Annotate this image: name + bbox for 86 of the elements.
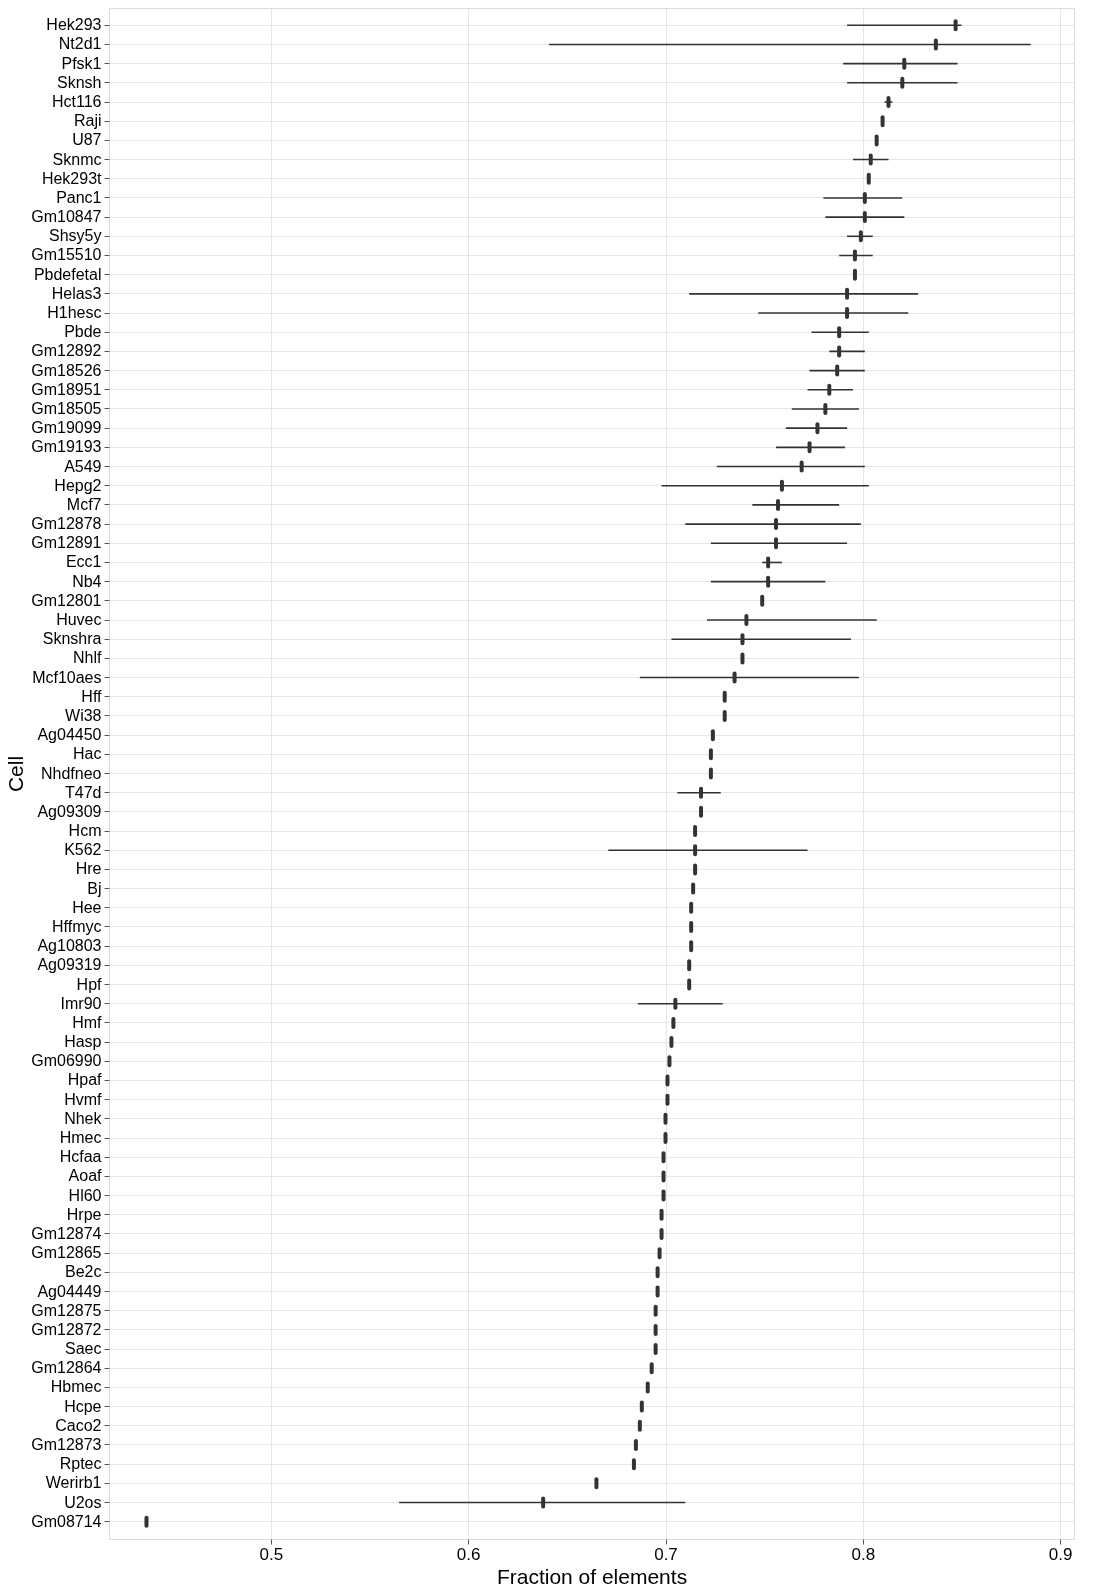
- x-axis-title: Fraction of elements: [496, 1564, 688, 1588]
- y-tick-label: Hcfaa: [59, 1148, 102, 1166]
- y-tick-label: Huvec: [56, 611, 102, 629]
- y-tick-label: Hasp: [64, 1033, 102, 1051]
- y-tick-label: Gm12865: [31, 1244, 102, 1262]
- y-tick-label: Hl60: [68, 1186, 102, 1204]
- y-tick-label: Gm18526: [31, 361, 102, 379]
- y-tick-label: Saec: [65, 1340, 102, 1358]
- y-tick-label: Gm12864: [31, 1359, 102, 1377]
- y-tick-label: Raji: [73, 112, 102, 130]
- y-tick-label: Nb4: [72, 572, 102, 590]
- y-tick-label: Bj: [87, 879, 102, 897]
- y-tick-label: Gm10847: [31, 208, 102, 226]
- y-tick-label: Gm19099: [31, 419, 102, 437]
- y-tick-label: Gm12891: [31, 534, 102, 552]
- y-tick-label: Ag10803: [37, 937, 102, 955]
- y-tick-label: Hvmf: [64, 1090, 103, 1108]
- y-tick-label: K562: [64, 841, 102, 859]
- y-tick-label: U2os: [64, 1493, 102, 1511]
- x-tick-label: 0.7: [654, 1544, 678, 1564]
- y-tick-label: Sknmc: [52, 150, 102, 168]
- y-tick-label: Sknsh: [57, 73, 102, 91]
- y-tick-label: Pbdefetal: [33, 265, 102, 283]
- y-tick-label: Gm18951: [31, 380, 102, 398]
- y-tick-label: Hrpe: [66, 1205, 102, 1223]
- x-tick-label: 0.5: [259, 1544, 284, 1564]
- y-axis-title: Cell: [4, 755, 28, 793]
- y-tick-label: Hek293t: [41, 169, 103, 187]
- y-tick-label: Nhlf: [73, 649, 103, 667]
- y-tick-label: H1hesc: [47, 304, 102, 322]
- y-tick-label: Ag09319: [37, 956, 102, 974]
- y-tick-label: Gm19193: [31, 438, 102, 456]
- y-tick-label: Hac: [73, 745, 102, 763]
- y-tick-label: Be2c: [65, 1263, 102, 1281]
- y-tick-label: Mcf10aes: [32, 668, 102, 686]
- y-tick-label: Caco2: [55, 1416, 102, 1434]
- y-tick-label: Rptec: [59, 1455, 102, 1473]
- y-tick-label: Hpaf: [67, 1071, 103, 1089]
- y-tick-label: Pfsk1: [61, 54, 102, 72]
- y-tick-label: Hffmyc: [52, 917, 102, 935]
- y-tick-label: Nt2d1: [58, 35, 102, 53]
- y-tick-label: T47d: [65, 783, 102, 801]
- x-tick-label: 0.6: [456, 1544, 481, 1564]
- y-tick-label: Gm08714: [31, 1512, 102, 1530]
- y-tick-label: Gm12872: [31, 1320, 102, 1338]
- y-tick-label: Hpf: [76, 975, 103, 993]
- y-tick-label: Hct116: [51, 93, 102, 111]
- y-tick-label: Gm15510: [31, 246, 102, 264]
- y-tick-label: Panc1: [56, 188, 102, 206]
- y-tick-label: Gm12874: [31, 1224, 102, 1242]
- y-tick-label: Hre: [75, 860, 102, 878]
- y-tick-label: Werirb1: [45, 1474, 102, 1492]
- x-tick-label: 0.9: [1048, 1544, 1073, 1564]
- x-tick-label: 0.8: [851, 1544, 876, 1564]
- y-tick-label: Nhdfneo: [41, 764, 102, 782]
- y-tick-label: Gm12875: [31, 1301, 102, 1319]
- y-tick-label: Aoaf: [68, 1167, 103, 1185]
- y-tick-label: Gm12801: [31, 591, 102, 609]
- y-tick-label: Shsy5y: [49, 227, 102, 245]
- y-tick-label: A549: [64, 457, 102, 475]
- y-tick-label: Sknshra: [42, 630, 102, 648]
- y-tick-label: Ag04450: [37, 726, 102, 744]
- y-tick-label: Ecc1: [65, 553, 102, 571]
- y-tick-label: Imr90: [60, 994, 102, 1012]
- y-tick-label: Ag09309: [37, 802, 102, 820]
- y-tick-label: Wi38: [65, 706, 102, 724]
- y-tick-label: Ag04449: [37, 1282, 102, 1300]
- y-tick-label: Nhek: [64, 1109, 103, 1127]
- y-tick-label: U87: [72, 131, 102, 149]
- y-tick-label: Gm12878: [31, 515, 102, 533]
- y-tick-label: Mcf7: [66, 495, 102, 513]
- y-tick-label: Gm12873: [31, 1435, 102, 1453]
- y-tick-label: Gm12892: [31, 342, 102, 360]
- y-tick-label: Hbmec: [50, 1378, 102, 1396]
- y-tick-label: Hepg2: [54, 476, 102, 494]
- y-tick-label: Hcm: [68, 822, 102, 840]
- y-tick-label: Hff: [81, 687, 103, 705]
- y-tick-label: Helas3: [51, 284, 102, 302]
- y-tick-label: Gm06990: [31, 1052, 102, 1070]
- y-tick-label: Hek293: [46, 16, 102, 34]
- y-tick-label: Hee: [72, 898, 102, 916]
- y-tick-label: Pbde: [64, 323, 102, 341]
- y-tick-label: Hmec: [59, 1129, 102, 1147]
- y-tick-label: Gm18505: [31, 399, 102, 417]
- y-tick-label: Hmf: [72, 1013, 103, 1031]
- y-tick-label: Hcpe: [64, 1397, 102, 1415]
